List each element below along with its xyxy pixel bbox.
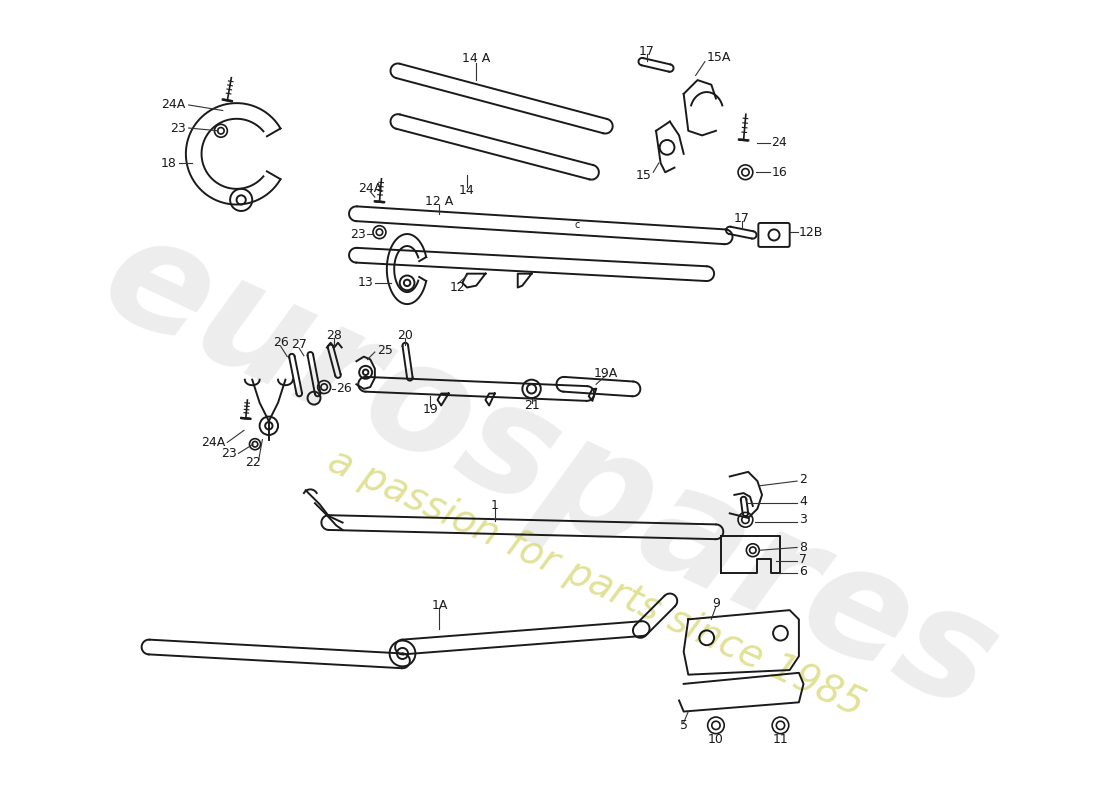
Text: 4: 4 xyxy=(799,495,806,508)
Text: 24A: 24A xyxy=(162,98,186,111)
Text: 17: 17 xyxy=(639,45,654,58)
Text: 24A: 24A xyxy=(359,182,383,195)
Text: 20: 20 xyxy=(397,329,414,342)
Text: 18: 18 xyxy=(161,157,177,170)
Text: 22: 22 xyxy=(245,456,261,469)
Text: 10: 10 xyxy=(708,733,724,746)
Text: 23: 23 xyxy=(350,227,365,241)
Text: 25: 25 xyxy=(376,344,393,357)
Text: 11: 11 xyxy=(772,733,789,746)
Text: 12: 12 xyxy=(450,281,465,294)
Text: 9: 9 xyxy=(712,597,719,610)
Text: 23: 23 xyxy=(221,447,236,460)
Text: 23: 23 xyxy=(170,122,186,134)
Text: 19A: 19A xyxy=(593,366,617,380)
Text: 28: 28 xyxy=(327,329,342,342)
Text: 8: 8 xyxy=(799,541,807,554)
Text: 2: 2 xyxy=(799,473,806,486)
Text: 14 A: 14 A xyxy=(462,52,491,66)
Text: 24: 24 xyxy=(771,136,786,150)
Text: 5: 5 xyxy=(680,719,688,732)
Text: 26: 26 xyxy=(273,336,288,350)
Text: 7: 7 xyxy=(799,553,807,566)
Text: 26: 26 xyxy=(337,382,352,395)
Text: 13: 13 xyxy=(358,276,373,290)
Text: 1: 1 xyxy=(491,499,498,513)
Text: 12B: 12B xyxy=(799,226,823,238)
Text: 24A: 24A xyxy=(201,436,225,449)
Text: 17: 17 xyxy=(734,212,750,225)
Text: 21: 21 xyxy=(524,399,539,412)
Text: 14: 14 xyxy=(459,184,475,197)
Text: 27: 27 xyxy=(292,338,307,351)
Text: 6: 6 xyxy=(799,565,806,578)
Text: 16: 16 xyxy=(771,166,786,178)
Text: eurospares: eurospares xyxy=(80,200,1020,743)
Text: c: c xyxy=(575,220,581,230)
Text: 1A: 1A xyxy=(431,599,448,612)
Text: 19: 19 xyxy=(422,402,438,416)
Text: 12 A: 12 A xyxy=(426,195,453,208)
Text: 15A: 15A xyxy=(706,50,732,63)
Text: a passion for parts since 1985: a passion for parts since 1985 xyxy=(322,442,870,724)
Text: 15: 15 xyxy=(636,169,651,182)
Text: 3: 3 xyxy=(799,514,806,526)
